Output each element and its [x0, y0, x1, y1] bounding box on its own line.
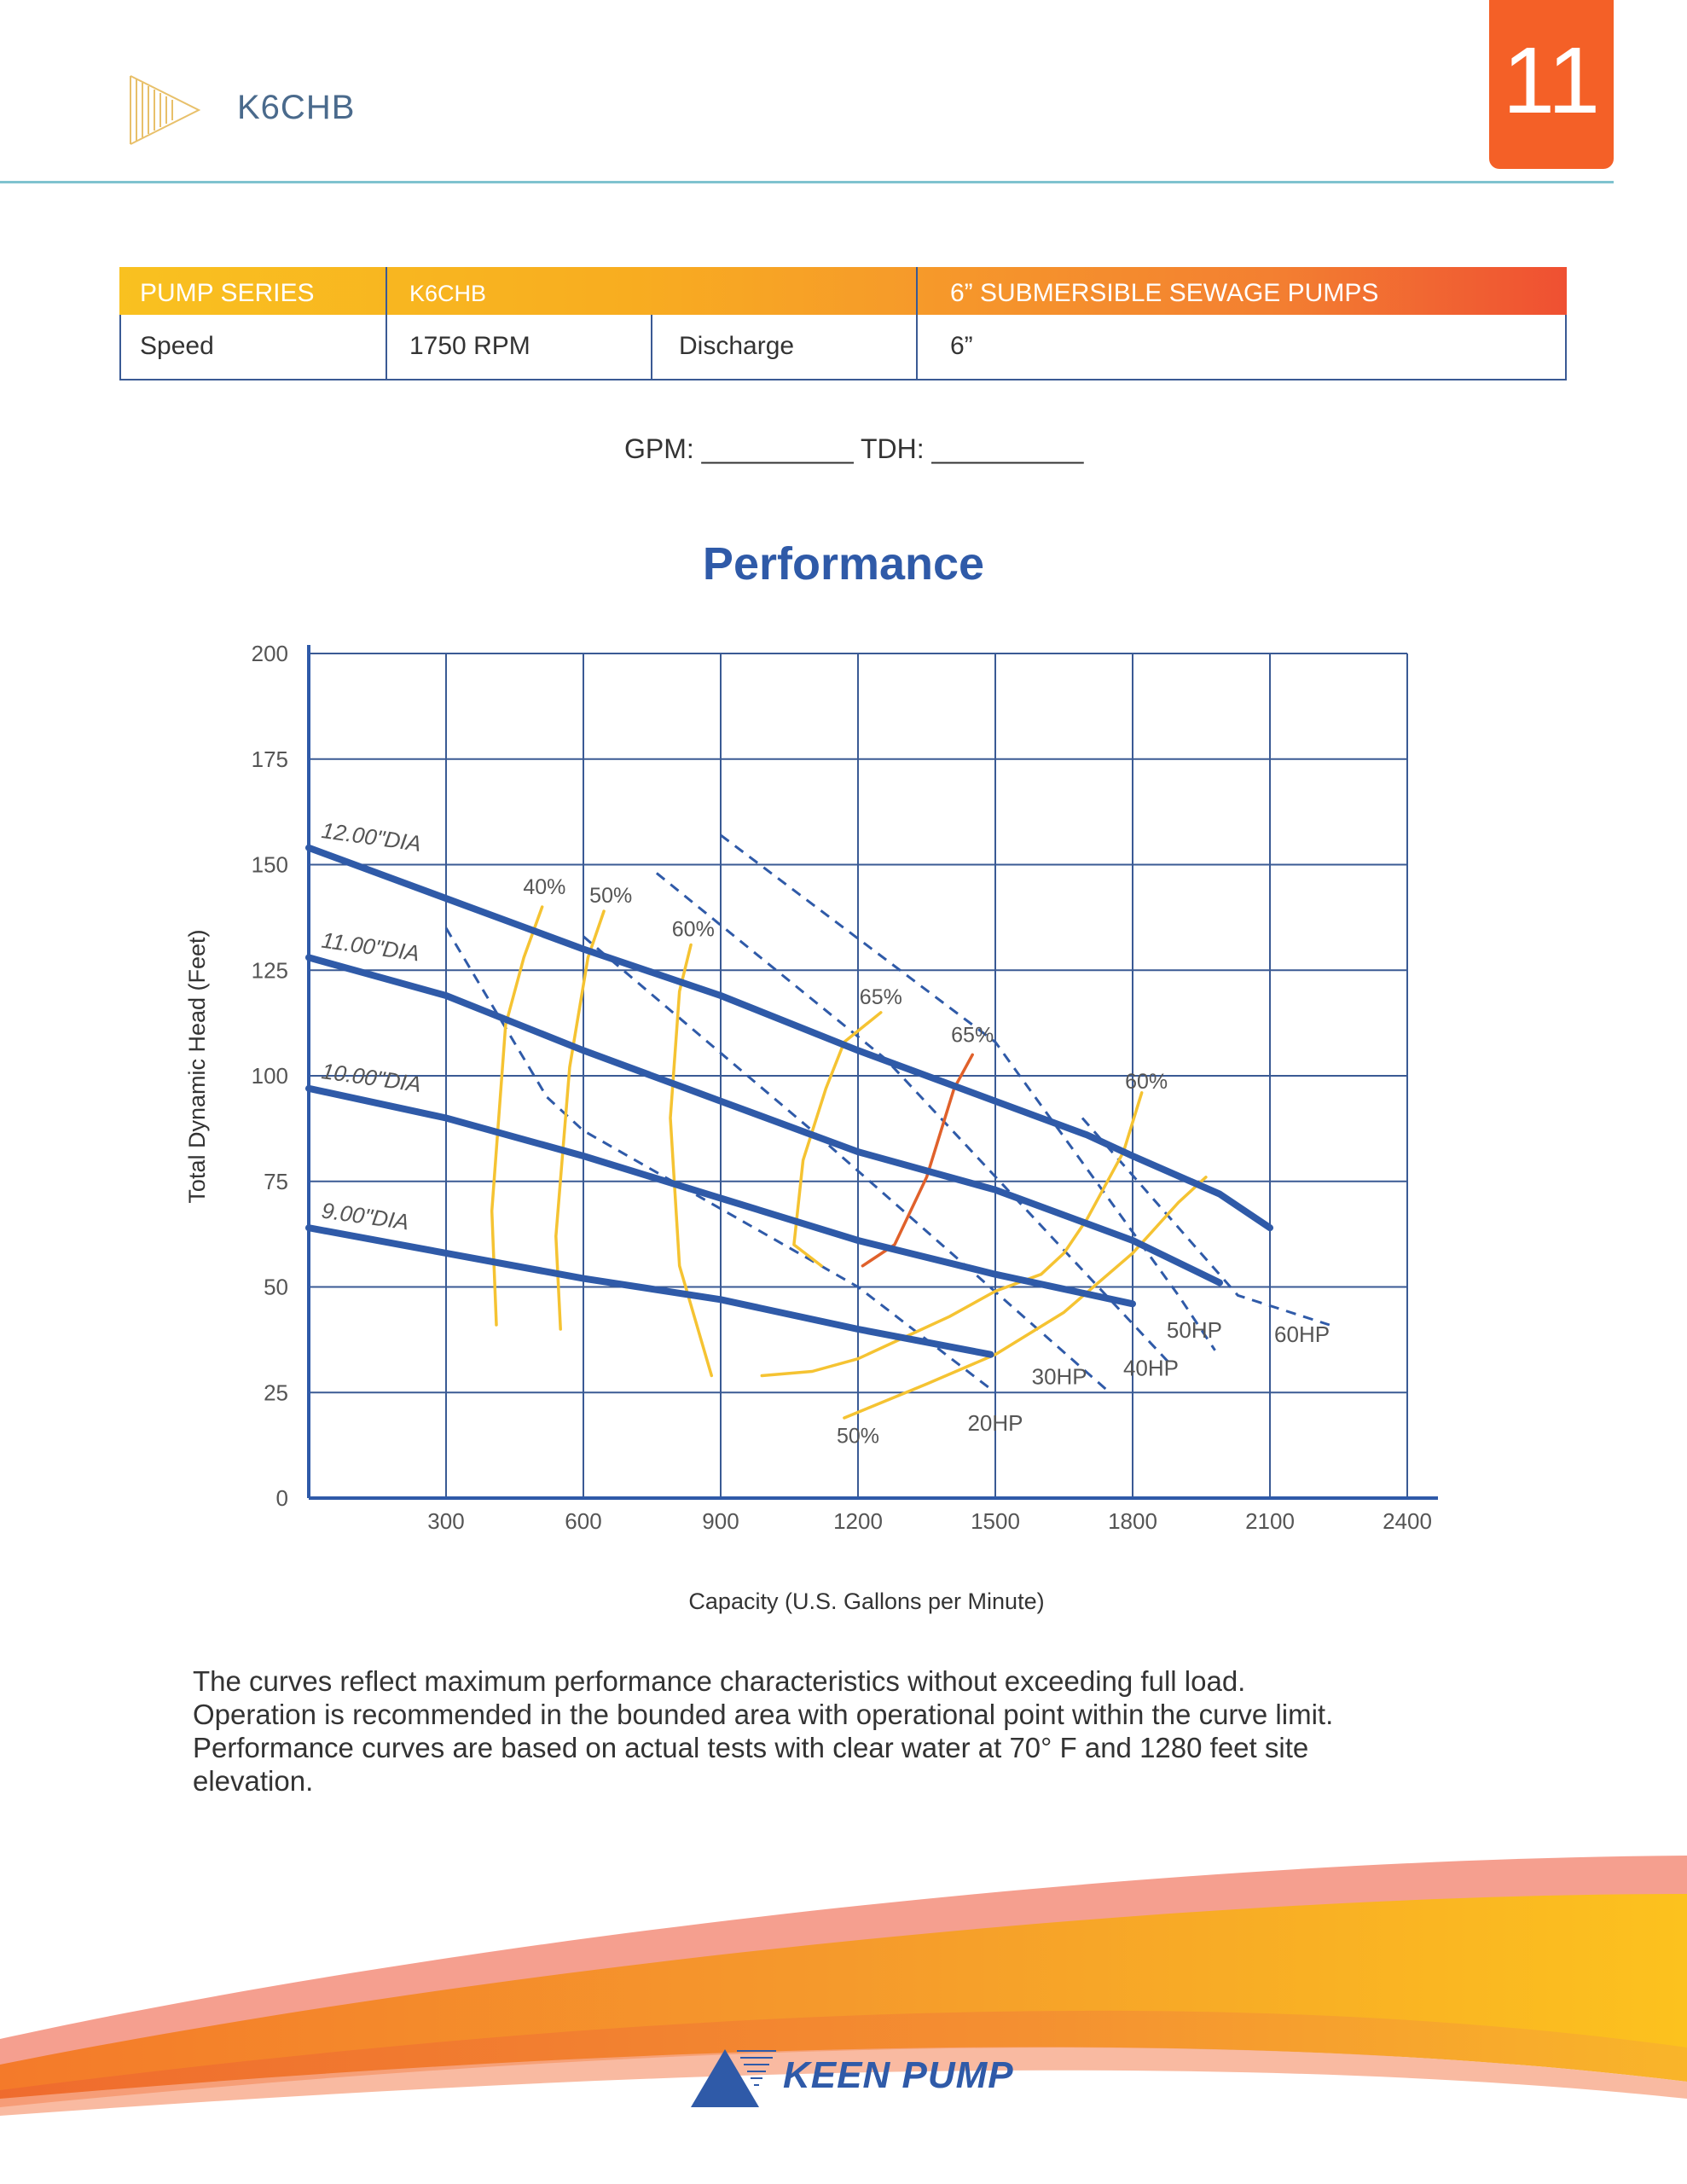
footnote-line: elevation. [193, 1765, 314, 1797]
chart-title: Performance [702, 538, 985, 590]
decorative-wave [0, 1856, 1687, 2116]
x-tick-label: 1500 [971, 1508, 1020, 1534]
efficiency-curve [554, 909, 606, 1331]
power-line [720, 834, 1216, 1351]
discharge-value: 6” [950, 332, 973, 360]
spec-table-header [119, 267, 1567, 315]
y-tick-label: 200 [252, 641, 288, 666]
impeller-curve [305, 1224, 994, 1358]
x-tick-label: 2100 [1245, 1508, 1295, 1534]
power-line-label: 40HP [1123, 1355, 1179, 1380]
table-divider [386, 267, 387, 380]
impeller-curve [305, 954, 1223, 1287]
impeller-curve-label: 12.00"DIA [320, 817, 423, 857]
table-divider [916, 267, 918, 380]
efficiency-curve [861, 1053, 974, 1268]
efficiency-curve [792, 1011, 883, 1268]
y-tick-label: 25 [264, 1380, 288, 1405]
efficiency-label: 65% [860, 985, 902, 1009]
efficiency-curve [669, 943, 714, 1378]
y-tick-label: 100 [252, 1063, 288, 1089]
power-line-label: 60HP [1274, 1321, 1330, 1347]
y-tick-label: 150 [252, 852, 288, 878]
efficiency-label: 50% [837, 1425, 879, 1449]
table-divider [651, 315, 652, 380]
efficiency-curve [490, 905, 544, 1327]
page-number-badge: 11 [1489, 0, 1614, 169]
y-tick-label: 0 [276, 1485, 288, 1511]
power-line-label: 20HP [967, 1410, 1023, 1436]
header-title: K6CHB [237, 89, 356, 126]
power-line [1081, 1117, 1330, 1327]
discharge-label: Discharge [679, 332, 795, 360]
efficiency-label: 60% [672, 918, 715, 942]
power-line [583, 935, 1111, 1394]
x-tick-label: 1200 [833, 1508, 883, 1534]
x-tick-label: 1800 [1108, 1508, 1157, 1534]
efficiency-curve [760, 1091, 1144, 1378]
gpm-tdh-line: GPM: __________ TDH: __________ [624, 433, 1084, 464]
power-line-label: 50HP [1167, 1317, 1222, 1343]
x-tick-label: 300 [427, 1508, 464, 1534]
efficiency-label: 60% [1125, 1070, 1168, 1094]
brand-logo-icon [130, 75, 201, 145]
footnote-line: Operation is recommended in the bounded … [193, 1699, 1334, 1730]
impeller-curve [305, 844, 1273, 1232]
spec-table-body [119, 315, 1567, 380]
y-tick-label: 125 [252, 957, 288, 983]
footnote: The curves reflect maximum performance c… [193, 1664, 1540, 1798]
y-tick-label: 175 [252, 746, 288, 772]
x-axis-label: Capacity (U.S. Gallons per Minute) [688, 1589, 1044, 1614]
keen-pump-logo-icon [691, 2049, 776, 2107]
power-line [444, 927, 996, 1394]
header-divider [0, 181, 1614, 183]
impeller-curve [305, 1084, 1136, 1308]
efficiency-label: 40% [523, 875, 565, 899]
speed-value: 1750 RPM [409, 332, 530, 360]
spec-head-model: K6CHB [409, 281, 487, 306]
footnote-line: Performance curves are based on actual t… [193, 1732, 1309, 1763]
x-tick-label: 600 [565, 1508, 601, 1534]
spec-table: PUMP SERIES K6CHB 6” SUBMERSIBLE SEWAGE … [119, 267, 1567, 380]
brand-name: KEEN PUMP [783, 2054, 1014, 2096]
x-tick-label: 900 [702, 1508, 739, 1534]
footnote-line: The curves reflect maximum performance c… [193, 1665, 1246, 1697]
spec-head-series: PUMP SERIES [140, 279, 315, 307]
x-tick-label: 2400 [1383, 1508, 1432, 1534]
efficiency-label: 50% [589, 884, 632, 908]
impeller-curve-label: 11.00"DIA [320, 927, 421, 967]
speed-label: Speed [140, 332, 214, 360]
efficiency-curve [843, 1176, 1208, 1420]
y-tick-label: 75 [264, 1169, 288, 1194]
y-tick-label: 50 [264, 1275, 288, 1300]
y-axis-label: Total Dynamic Head (Feet) [184, 929, 210, 1203]
spec-head-description: 6” SUBMERSIBLE SEWAGE PUMPS [950, 279, 1379, 307]
performance-chart: 300 600 900 1200 1500 1800 2100 2400 0 25 50 75 100 1… [184, 641, 1438, 1614]
power-line-label: 30HP [1032, 1363, 1087, 1389]
efficiency-label: 65% [951, 1023, 994, 1047]
